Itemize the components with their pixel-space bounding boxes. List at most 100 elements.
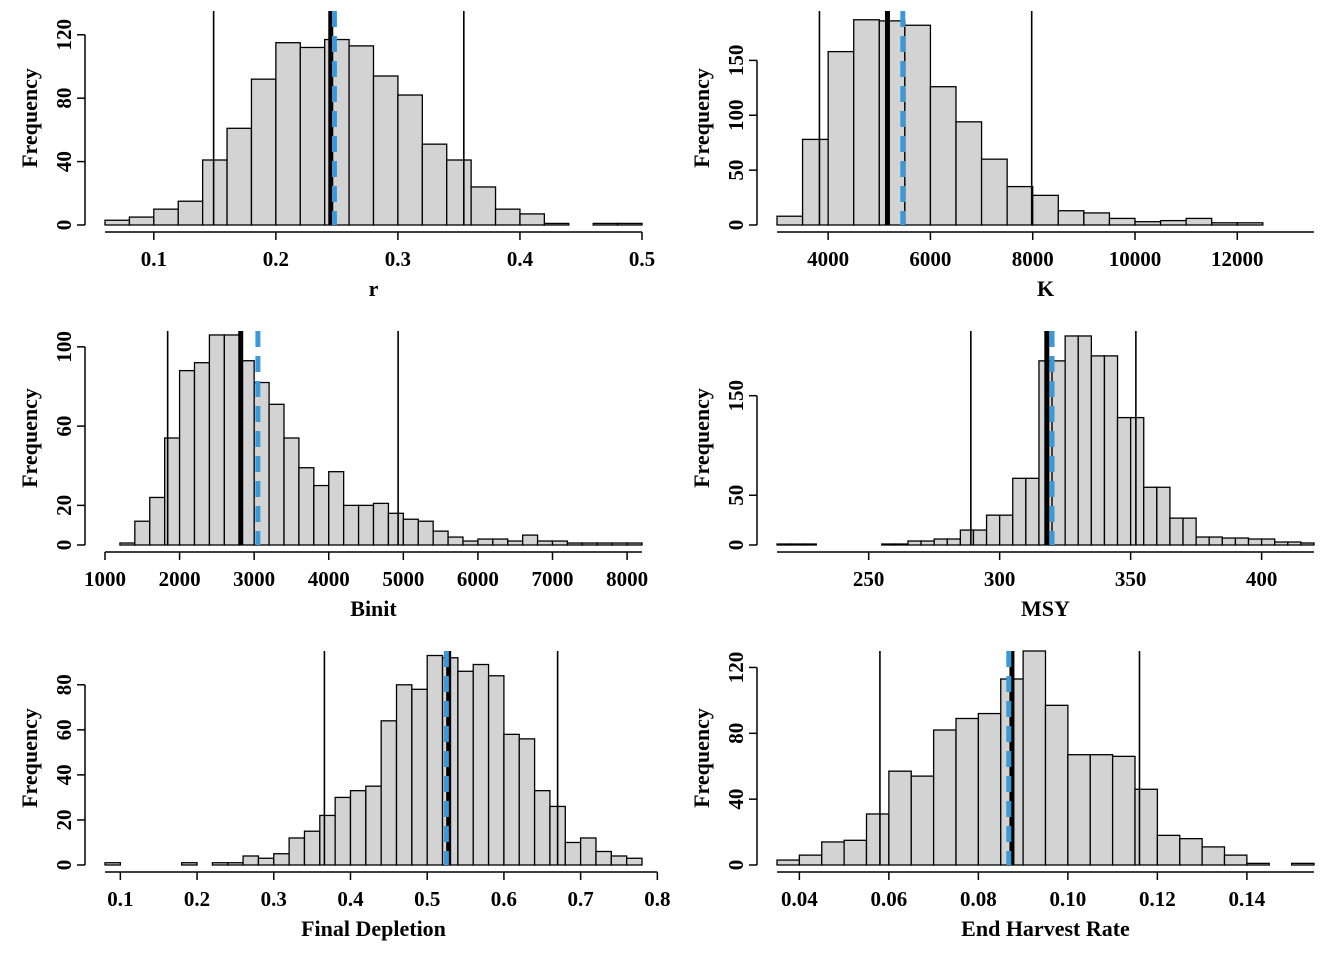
histogram-bar [208,334,225,546]
histogram-bar [929,86,957,226]
histogram-bar [348,45,375,226]
histogram-bar [181,862,198,866]
histogram-bar [503,733,520,866]
histogram-bar [533,790,551,866]
x-axis-label: r [369,276,379,301]
histogram-bar [397,94,423,226]
histogram-bar [1300,542,1315,546]
histogram-bar [776,859,801,866]
histogram-bar [149,496,166,546]
histogram-bar [980,158,1008,226]
histogram-bar [470,186,497,226]
x-tick-label: 4000 [308,567,350,591]
histogram-bar [1247,538,1263,546]
histogram-bar [566,542,583,546]
y-tick-label: 120 [52,19,76,51]
x-tick-label: 0.1 [107,887,133,911]
histogram-bar [1287,541,1302,546]
histogram-bar [1260,538,1276,546]
x-axis-label: Final Depletion [301,916,446,941]
histogram-bar [211,862,229,866]
x-tick-label: 1000 [84,567,126,591]
histogram-bar [910,775,935,866]
histogram-bar [999,514,1014,546]
x-tick-label: 0.10 [1050,887,1087,911]
histogram-bar [446,159,472,226]
histogram-bar [1182,517,1197,546]
histogram-bar [447,536,464,546]
x-axis-label: End Harvest Rate [961,916,1130,941]
histogram-bar [177,200,204,226]
x-tick-label: 3000 [233,567,275,591]
y-tick-label: 0 [724,860,748,871]
histogram-bar [518,738,536,866]
y-axis-label: Frequency [689,708,714,808]
histogram-bar [1156,834,1181,866]
histogram-bar [257,857,275,866]
x-tick-label: 0.5 [414,887,440,911]
histogram-bar [888,770,912,866]
x-tick-label: 0.3 [385,247,411,271]
y-tick-label: 50 [724,160,748,181]
histogram-panel-5: 0.1 0.2 0.3 0.4 0.5 0.6 0.7 0.8 0 20 40 60 80 Final D… [17,651,670,941]
histogram-panel-1: 0.1 0.2 0.3 0.4 0.5 0 40 80 120 r Frequency [17,11,655,301]
histogram-bar [1134,788,1159,866]
histogram-bar [1134,221,1162,226]
histogram-bar [227,862,244,866]
x-axis-label: MSY [1021,596,1070,621]
histogram-bar [343,504,360,546]
x-tick-label: 0.1 [141,247,167,271]
y-tick-label: 0 [52,540,76,551]
histogram-bar [380,720,398,866]
histogram-bar [328,471,345,546]
histogram-bar [1223,854,1248,866]
histogram-bar [432,530,449,546]
y-tick-label: 40 [52,764,76,785]
y-axis-label: Frequency [17,68,42,168]
histogram-bar [776,215,804,226]
histogram-bar [104,862,121,866]
histogram-bar [1090,355,1106,546]
x-tick-label: 0.3 [261,887,287,911]
histogram-bar [977,712,1002,866]
y-tick-label: 0 [52,220,76,231]
histogram-bar [1111,755,1136,866]
x-tick-label: 0.14 [1229,887,1266,911]
histogram-bar [477,538,494,546]
y-axis-label: Frequency [689,68,714,168]
histogram-bar [1201,846,1226,866]
histogram-bar [955,717,980,866]
histogram-bar [303,830,321,866]
histogram-bar [372,502,390,546]
histogram-bar [134,520,151,546]
histogram-bar [417,520,434,546]
histogram-bar [1159,219,1187,226]
x-tick-label: 400 [1246,567,1278,591]
histogram-bar [1236,222,1264,226]
histogram-bar [579,837,597,866]
histogram-panel-2: 4000 6000 8000 10000 12000 0 50 100 150 K Frequenc… [689,11,1314,301]
x-tick-label: 300 [984,567,1016,591]
histogram-bar [1208,536,1223,546]
histogram-bar [365,785,382,866]
histogram-bar [1211,222,1238,226]
histogram-bar [1290,862,1315,866]
histogram-bar [288,837,306,866]
histogram-bar [920,540,935,546]
histogram-bar [801,138,829,226]
histogram-bar [1032,194,1059,226]
x-tick-label: 6000 [909,247,951,271]
x-tick-label: 0.2 [184,887,210,911]
y-tick-label: 50 [724,485,748,506]
histogram-panel-4: 250 300 350 400 0 50 150 MSY Frequency [689,331,1315,621]
histogram-bar [128,216,155,226]
histogram-bar [1012,477,1027,546]
y-tick-label: 80 [724,723,748,744]
histogram-bar [1108,217,1136,226]
histogram-panel-6: 0.04 0.06 0.08 0.10 0.12 0.14 0 40 80 120 End Harv… [689,650,1315,941]
histogram-bar [201,159,228,226]
histogram-bar [519,213,546,226]
histogram-bar [1083,212,1111,226]
histogram-bar [1064,335,1079,546]
